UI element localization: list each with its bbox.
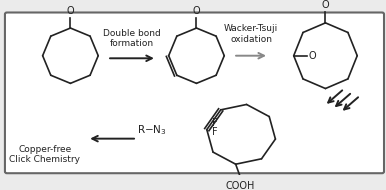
Text: R$\mathsf{-}$N$_3$: R$\mathsf{-}$N$_3$ (137, 123, 167, 137)
Text: O: O (67, 6, 74, 16)
FancyBboxPatch shape (5, 13, 384, 173)
Text: F: F (212, 127, 217, 137)
Text: COOH: COOH (226, 181, 255, 190)
Text: Wacker-Tsuji
oxidation: Wacker-Tsuji oxidation (224, 24, 278, 44)
Text: Copper-free
Click Chemistry: Copper-free Click Chemistry (9, 145, 80, 164)
Text: O: O (322, 0, 329, 10)
Text: F: F (212, 118, 217, 128)
Text: Double bond
formation: Double bond formation (103, 28, 161, 48)
Text: O: O (193, 6, 200, 16)
Text: O: O (308, 51, 316, 61)
